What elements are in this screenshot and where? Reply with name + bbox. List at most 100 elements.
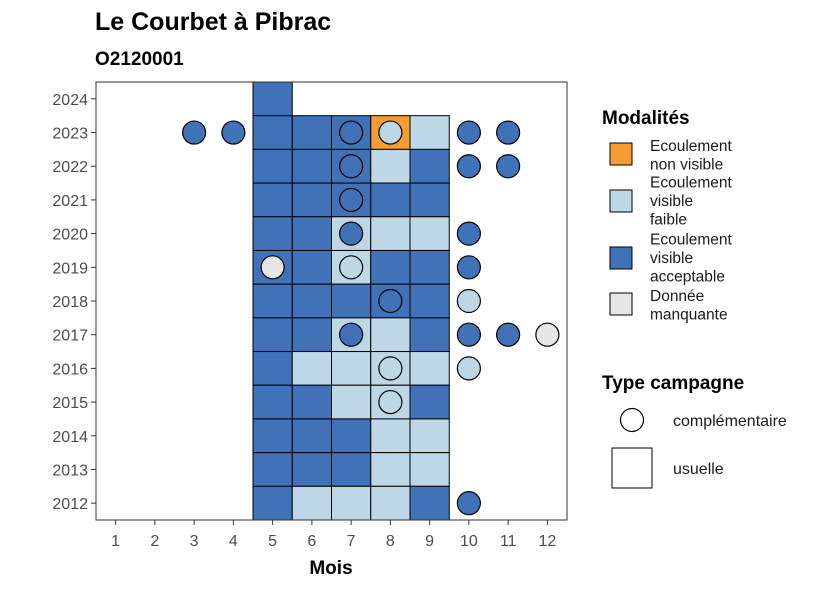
point-complementaire bbox=[456, 154, 481, 179]
point-complementaire bbox=[339, 255, 364, 280]
x-tick-label: 10 bbox=[460, 533, 478, 550]
tile-usuelle bbox=[252, 182, 293, 218]
tile-usuelle bbox=[252, 317, 293, 353]
tile-usuelle bbox=[291, 182, 332, 218]
tile-usuelle bbox=[331, 283, 372, 319]
tile-usuelle bbox=[409, 249, 450, 285]
tile-usuelle bbox=[291, 283, 332, 319]
x-tick-label: 4 bbox=[229, 533, 238, 550]
point-complementaire bbox=[456, 221, 481, 246]
tile-usuelle bbox=[331, 418, 372, 454]
tile-usuelle bbox=[409, 351, 450, 386]
tile-usuelle bbox=[409, 148, 450, 184]
x-tick-label: 11 bbox=[500, 533, 517, 550]
legend-label-line: manquante bbox=[650, 306, 728, 323]
legend-label-line: visible bbox=[650, 193, 693, 210]
chart-title: Le Courbet à Pibrac bbox=[95, 8, 331, 36]
tile-usuelle bbox=[331, 384, 372, 420]
x-tick-label: 2 bbox=[150, 533, 159, 550]
legend-label-usuelle: usuelle bbox=[673, 461, 724, 478]
tile-usuelle bbox=[370, 148, 411, 184]
x-tick-label: 12 bbox=[538, 533, 556, 550]
tile-usuelle bbox=[331, 452, 372, 487]
tile-usuelle bbox=[409, 384, 450, 420]
legend-label-line: Ecoulement bbox=[650, 232, 733, 249]
legend-key-usuelle bbox=[611, 447, 653, 489]
tile-usuelle bbox=[252, 384, 293, 420]
point-complementaire bbox=[456, 491, 481, 516]
tile-usuelle bbox=[291, 418, 332, 454]
point-complementaire bbox=[378, 356, 403, 381]
tile-usuelle bbox=[291, 351, 332, 386]
y-tick-label: 2015 bbox=[52, 395, 88, 412]
tile-usuelle bbox=[409, 485, 450, 521]
tile-usuelle bbox=[409, 115, 450, 150]
tile-usuelle bbox=[252, 452, 293, 487]
point-complementaire bbox=[496, 154, 521, 179]
legend-label-line: Donnée bbox=[650, 288, 704, 305]
legend-key-dm bbox=[609, 292, 633, 316]
point-complementaire bbox=[339, 322, 364, 347]
point-complementaire bbox=[339, 221, 364, 246]
tile-usuelle bbox=[252, 351, 293, 386]
x-axis-title: Mois bbox=[309, 558, 352, 579]
y-tick-label: 2022 bbox=[52, 159, 88, 176]
x-tick-label: 8 bbox=[386, 533, 395, 550]
y-tick-label: 2020 bbox=[52, 227, 88, 244]
tile-usuelle bbox=[370, 249, 411, 285]
legend: Modalités Type campagne Ecoulement non vi… bbox=[602, 108, 787, 489]
tile-usuelle bbox=[252, 81, 293, 117]
tile-usuelle bbox=[370, 452, 411, 487]
axes: 1 2 3 4 5 6 7 8 9 10 11 122012201320142015201620172… bbox=[52, 92, 556, 550]
chart-subtitle: O2120001 bbox=[95, 49, 184, 70]
x-tick-label: 1 bbox=[111, 533, 120, 550]
tile-usuelle bbox=[409, 182, 450, 218]
point-complementaire bbox=[535, 322, 560, 347]
point-complementaire bbox=[456, 356, 481, 381]
y-tick-label: 2023 bbox=[52, 126, 88, 143]
legend-label-line: acceptable bbox=[650, 269, 725, 286]
point-complementaire bbox=[456, 288, 481, 314]
legend-key-vf bbox=[609, 189, 633, 213]
point-complementaire bbox=[496, 322, 521, 347]
point-complementaire bbox=[221, 120, 246, 145]
tile-usuelle bbox=[291, 452, 332, 487]
legend-key-nv bbox=[609, 142, 633, 166]
legend-label-complementaire: complémentaire bbox=[673, 413, 787, 430]
point-complementaire bbox=[456, 322, 481, 347]
x-tick-label: 5 bbox=[268, 533, 277, 550]
tile-usuelle bbox=[252, 148, 293, 184]
y-tick-label: 2018 bbox=[52, 294, 88, 311]
tile-usuelle bbox=[409, 283, 450, 319]
tile-usuelle bbox=[252, 283, 293, 319]
point-complementaire bbox=[260, 255, 285, 280]
tile-usuelle bbox=[291, 485, 332, 521]
legend-title-campagne: Type campagne bbox=[602, 373, 744, 394]
legend-label-dm: Donnée manquante bbox=[650, 288, 728, 324]
tile-usuelle bbox=[409, 317, 450, 353]
y-tick-label: 2017 bbox=[52, 328, 88, 345]
tile-usuelle bbox=[370, 485, 411, 521]
legend-label-line: faible bbox=[650, 212, 687, 229]
y-tick-label: 2019 bbox=[52, 260, 88, 277]
legend-key-va bbox=[609, 246, 633, 270]
tile-usuelle bbox=[370, 182, 411, 218]
tile-usuelle bbox=[291, 216, 332, 251]
legend-label-line: Ecoulement bbox=[650, 175, 733, 192]
tile-usuelle bbox=[409, 452, 450, 487]
point-complementaire bbox=[378, 288, 403, 314]
legend-label-va: Ecoulement visible acceptable bbox=[650, 232, 733, 286]
y-tick-label: 2024 bbox=[52, 92, 88, 109]
tile-usuelle bbox=[252, 418, 293, 454]
tile-usuelle bbox=[331, 485, 372, 521]
legend-label-vf: Ecoulement visible faible bbox=[650, 175, 733, 229]
point-complementaire bbox=[456, 255, 481, 280]
point-complementaire bbox=[496, 120, 521, 145]
point-complementaire bbox=[456, 120, 481, 145]
y-tick-label: 2021 bbox=[52, 193, 88, 210]
y-tick-label: 2013 bbox=[52, 462, 88, 479]
point-complementaire bbox=[339, 120, 364, 145]
tile-usuelle bbox=[291, 317, 332, 353]
tile-usuelle bbox=[252, 216, 293, 251]
